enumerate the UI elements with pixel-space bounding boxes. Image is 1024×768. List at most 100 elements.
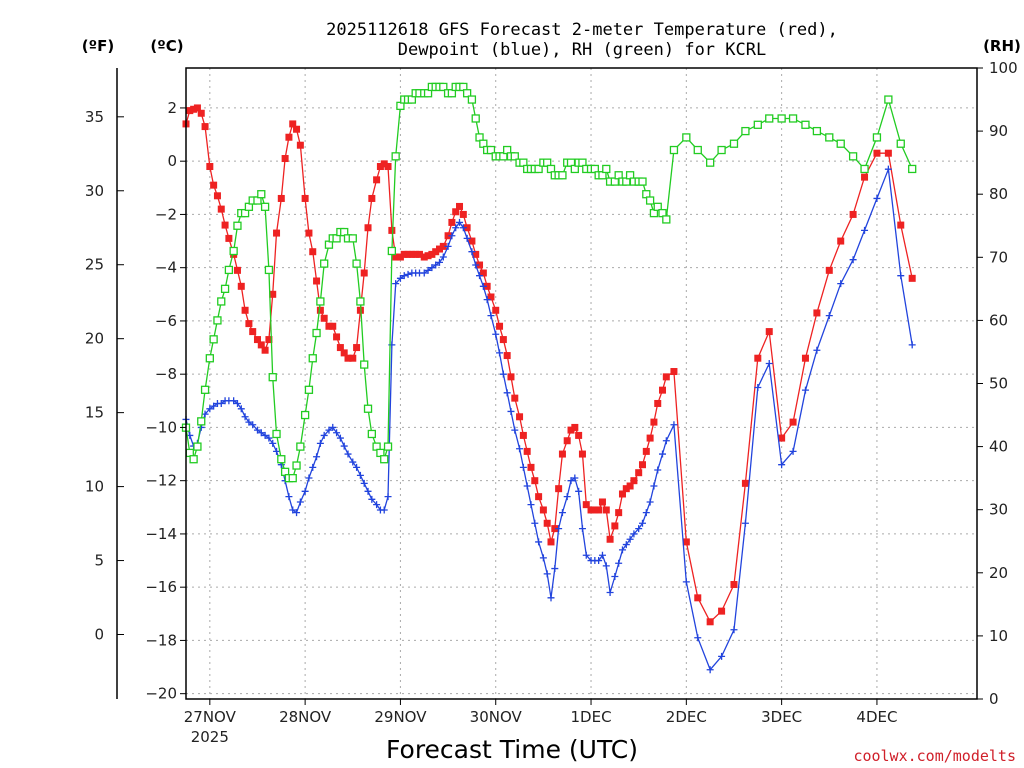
temperature-point [622, 485, 630, 493]
temperature-point [476, 261, 484, 269]
temperature-point [463, 224, 471, 232]
rh-point [387, 246, 397, 256]
rh-point [848, 152, 858, 161]
x-tick-label: 3DEC [761, 708, 802, 726]
dewpoint-point [364, 487, 372, 495]
temperature-point [261, 346, 269, 354]
temperature-point [301, 194, 309, 202]
temperature-point [670, 368, 678, 376]
temperature-point [884, 149, 892, 157]
dewpoint-point [325, 426, 333, 434]
dewpoint-point [257, 429, 265, 437]
temperature-point [778, 434, 786, 442]
rh-point [439, 82, 448, 92]
dewpoint-point [456, 218, 464, 226]
rh-point [217, 297, 226, 306]
dewpoint-point [638, 519, 646, 527]
temperature-point [277, 194, 285, 202]
temperature-point [428, 250, 436, 258]
temperature-point [635, 469, 643, 477]
rh-point [812, 126, 822, 136]
temperature-point [706, 618, 714, 626]
dewpoint-point [285, 493, 293, 501]
temperature-point [415, 250, 423, 258]
temperature-point [296, 141, 304, 149]
dewpoint-point [873, 194, 881, 202]
temperature-point [313, 277, 321, 285]
rh-point [189, 455, 198, 464]
dewpoint-point [217, 399, 225, 407]
dewpoint-point [436, 258, 444, 266]
credit-link[interactable]: coolwx.com/modelts [853, 747, 1016, 765]
temperature-point [825, 266, 833, 274]
dewpoint-point [230, 397, 238, 405]
rh-point [220, 284, 230, 294]
dewpoint-point [551, 565, 559, 573]
temperature-point [837, 237, 845, 245]
rh-point [257, 190, 266, 199]
rh-point [836, 139, 845, 148]
dewpoint-point [531, 519, 539, 527]
x-tick-label: 29NOV [374, 708, 427, 726]
rh-point [360, 360, 369, 369]
dewpoint-series [182, 165, 916, 674]
dewpoint-point [849, 256, 857, 264]
dewpoint-point [519, 463, 527, 471]
rh-point [788, 114, 798, 123]
dewpoint-point [558, 509, 566, 517]
dewpoint-point [428, 264, 436, 272]
dewpoint-point [694, 634, 702, 642]
rh-point [706, 158, 715, 167]
rh-point [558, 171, 567, 180]
temperature-point [400, 250, 408, 258]
temperature-point [535, 493, 543, 501]
temperature-point [305, 229, 313, 237]
dewpoint-point [340, 442, 348, 450]
temperature-point [468, 237, 476, 245]
rh-point [682, 133, 691, 142]
temperature-point [654, 399, 662, 407]
temperature-point [424, 252, 432, 260]
rh-point [316, 297, 325, 306]
rh-tick-label: 40 [989, 438, 1008, 456]
temperature-point [531, 477, 539, 485]
rh-point [669, 145, 679, 155]
temperature-point [507, 373, 515, 381]
rh-point [367, 429, 376, 439]
temperature-point [420, 253, 428, 261]
temperature-point [448, 218, 456, 226]
celsius-tick-label: −2 [155, 205, 177, 223]
temperature-point [320, 314, 328, 322]
x-tick-label: 28NOV [279, 708, 332, 726]
x-tick-label: 30NOV [470, 708, 523, 726]
dewpoint-point [476, 272, 484, 280]
dewpoint-point [261, 431, 269, 439]
rh-point [383, 442, 393, 451]
temperature-point [293, 125, 301, 133]
dewpoint-point [368, 495, 376, 503]
dewpoint-point [392, 280, 400, 288]
dewpoint-point [654, 466, 662, 474]
dewpoint-point [543, 570, 551, 578]
dewpoint-point [539, 554, 547, 562]
dewpoint-point [384, 493, 392, 501]
temperature-point [439, 242, 447, 250]
celsius-tick-label: −18 [145, 631, 177, 649]
dewpoint-point [635, 525, 643, 533]
temperature-point [444, 232, 452, 240]
rh-point [638, 177, 647, 186]
temperature-point [344, 354, 352, 362]
fahrenheit-tick-label: 10 [85, 478, 104, 496]
rh-point [264, 265, 274, 275]
temperature-point [543, 519, 551, 527]
temperature-point [456, 202, 464, 210]
dewpoint-point [765, 360, 773, 368]
celsius-tick-label: −16 [145, 578, 177, 596]
temperature-point [646, 434, 654, 442]
x-tick-label: 2DEC [666, 708, 707, 726]
temperature-point [325, 322, 333, 330]
rh-point [288, 473, 297, 483]
x-tick-label: 27NOV [184, 708, 237, 726]
x-axis-label: Forecast Time (UTC) [386, 735, 638, 764]
